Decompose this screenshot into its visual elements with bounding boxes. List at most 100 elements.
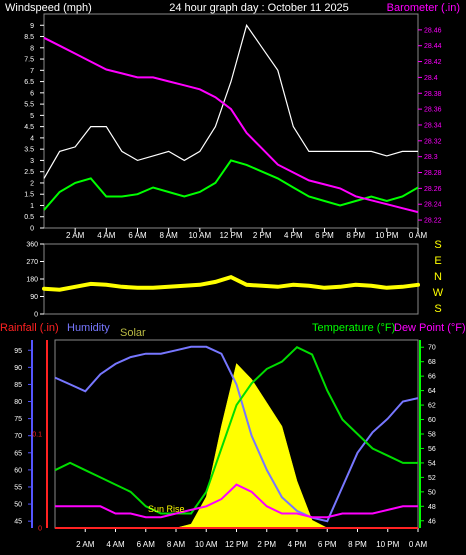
humidity-y-ticks: 45 50 55 60 65 70 75 80 85 90 95 [14,348,32,526]
temp-x-tick-label: 4 AM [106,540,125,549]
compass-label: E [434,255,441,267]
direction-tick-label: 360 [26,242,38,249]
barometer-line [43,36,419,214]
wind-tick-label: 5 [30,113,34,120]
temperature-axis-label: Temperature (°F) [312,322,395,334]
temperature-tick-label: 58 [428,432,436,439]
wind-x-tick-label: 2 AM [66,231,85,240]
baro-tick-label: 28.32 [424,138,442,145]
baro-tick-label: 28.46 [424,27,442,34]
wind-tick-label: 0.5 [24,214,34,221]
temperature-line [54,345,418,515]
temperature-tick-label: 70 [428,345,436,352]
wind-tick-label: 9 [30,23,34,30]
direction-trace [42,274,420,292]
temp-x-tick-label: 8 PM [348,540,367,549]
humidity-tick-label: 95 [14,348,22,355]
wind-y-ticks: 0 0.5 1 1.5 2 2.5 3 3.5 4 4.5 5 5.5 6 6.5 7 7.5 8 8.5 9 [24,23,44,233]
humidity-tick-label: 90 [14,365,22,372]
humidity-tick-label: 50 [14,502,22,509]
direction-tick-label: 270 [26,259,38,266]
baro-tick-label: 28.24 [424,202,442,209]
rain-tick-label: 0 [38,526,42,533]
temp-x-tick-label: 8 AM [167,540,186,549]
wind-x-tick-label: 4 PM [284,231,303,240]
humidity-tick-label: 55 [14,484,22,491]
direction-tick-label: 180 [26,277,38,284]
wind-tick-label: 8.5 [24,34,34,41]
temp-x-tick-label: 0 AM [409,540,428,549]
solar-axis-label: Solar [120,327,146,339]
compass-label: N [434,271,442,283]
temperature-tick-label: 54 [428,460,436,467]
temp-x-tick-label: 12 PM [225,540,248,549]
compass-label: W [433,287,444,299]
compass-label: S [434,303,441,315]
rain-axis-label: Rainfall (.in) [0,322,59,334]
wind-tick-label: 2 [30,180,34,187]
dewpoint-axis-label: Dew Point (°F) [394,322,466,334]
humidity-tick-label: 85 [14,382,22,389]
humidity-axis-label: Humidity [67,322,110,334]
baro-tick-label: 28.34 [424,122,442,129]
temperature-tick-label: 52 [428,475,436,482]
temperature-tick-label: 60 [428,417,436,424]
temp-x-tick-label: 6 PM [318,540,337,549]
temp-x-tick-label: 10 AM [195,540,218,549]
wind-x-tick-label: 6 AM [128,231,147,240]
temp-humidity-panel: Rainfall (.in) Humidity Solar Temperatur… [0,322,466,549]
rain-tick-label: 0.1 [32,432,42,439]
sunrise-annotation: Sun Rise [148,504,185,514]
baro-tick-label: 28.38 [424,91,442,98]
wind-x-tick-label: 10 AM [188,231,211,240]
temp-x-tick-label: 2 PM [257,540,276,549]
temperature-tick-label: 62 [428,403,436,410]
wind-tick-label: 1 [30,203,34,210]
baro-tick-label: 28.36 [424,107,442,114]
baro-tick-label: 28.42 [424,59,442,66]
wind-tick-label: 5.5 [24,102,34,109]
temp-x-tick-label: 2 AM [76,540,95,549]
wind-x-tick-label: 4 AM [97,231,116,240]
temperature-tick-label: 56 [428,446,436,453]
wind-plot-frame [43,13,419,229]
wind-x-tick-label: 8 AM [160,231,179,240]
compass-label: S [434,239,441,251]
humidity-tick-label: 65 [14,450,22,457]
temperature-tick-label: 66 [428,374,436,381]
temp-x-tick-label: 6 AM [137,540,156,549]
wind-gust-line [43,23,418,179]
wind-tick-label: 3 [30,158,34,165]
temp-x-tick-label: 10 PM [376,540,399,549]
humidity-tick-label: 75 [14,416,22,423]
wind-tick-label: 0 [30,226,34,233]
humidity-line [54,345,419,523]
temperature-tick-label: 48 [428,504,436,511]
direction-tick-label: 90 [30,294,38,301]
wind-baro-panel: Windspeed (mph) 24 hour graph day : Octo… [5,2,460,240]
wind-tick-label: 7 [30,68,34,75]
humidity-tick-label: 70 [14,433,22,440]
baro-tick-label: 28.3 [424,154,438,161]
rain-y-ticks: 00.1 [32,432,42,533]
wind-axis-label: Windspeed (mph) [5,2,92,14]
baro-axis-label: Barometer (.in) [387,2,460,14]
dewpoint-line [55,483,418,519]
temperature-y-ticks: 46 48 50 52 54 56 58 60 62 64 66 68 70 [420,345,436,525]
wind-x-ticks: 2 AM 4 AM 6 AM 8 AM 10 AM 12 PM 2 PM 4 PM 6 PM 8 … [66,228,427,240]
baro-tick-label: 28.4 [424,75,438,82]
wind-avg-line [43,159,419,211]
temperature-tick-label: 46 [428,518,436,525]
baro-tick-label: 28.22 [424,218,442,225]
wind-tick-label: 2.5 [24,169,34,176]
wind-tick-label: 8 [30,45,34,52]
baro-y-ticks: 28.22 28.24 28.26 28.28 28.3 28.32 28.34 28.36 2… [418,27,442,225]
wind-tick-label: 6.5 [24,79,34,86]
temperature-tick-label: 68 [428,359,436,366]
wind-x-tick-label: 12 PM [219,231,242,240]
wind-tick-label: 3.5 [24,147,34,154]
wind-tick-label: 7.5 [24,57,34,64]
wind-x-tick-label: 6 PM [315,231,334,240]
temp-x-tick-label: 4 PM [288,540,307,549]
